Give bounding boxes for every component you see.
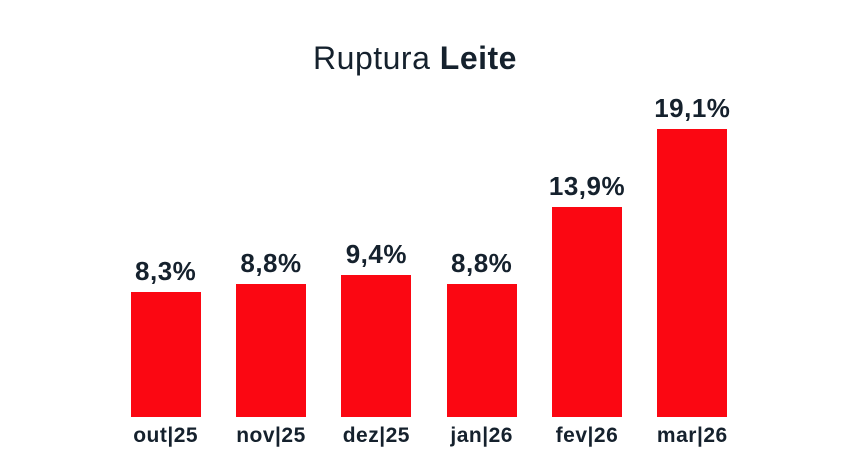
bar-column-fev-26: 13,9% fev|26: [534, 0, 639, 447]
chart-title: Ruptura Leite: [0, 38, 830, 78]
bar-out-25: [130, 292, 201, 417]
bar-value-label: 9,4%: [345, 239, 407, 269]
bar-category-label: mar|26: [656, 424, 728, 447]
bar-category-label: fev|26: [555, 424, 619, 447]
chart-title-regular: Ruptura: [313, 40, 431, 76]
bar-value-label: 19,1%: [654, 93, 731, 123]
bar-mar-26: [657, 129, 728, 417]
bar-column-out-25: 8,3% out|25: [113, 0, 218, 447]
bar-value-label: 8,8%: [451, 248, 513, 278]
bar-chart-plot: 8,3% out|25 8,8% nov|25 9,4% dez|25 8,8%…: [113, 0, 745, 447]
bar-jan-26: [446, 284, 517, 417]
bar-dez-25: [341, 275, 412, 417]
bar-value-label: 8,8%: [240, 248, 302, 278]
bar-value-label: 8,3%: [135, 256, 197, 286]
bar-category-label: nov|25: [236, 424, 306, 447]
chart-title-bold: Leite: [439, 40, 517, 76]
bar-nov-25: [235, 284, 306, 417]
bar-category-label: out|25: [133, 424, 199, 447]
bar-value-label: 13,9%: [548, 171, 626, 201]
bar-category-label: jan|26: [450, 424, 513, 447]
bar-fev-26: [551, 207, 622, 417]
bar-category-label: dez|25: [342, 424, 410, 447]
bar-column-dez-25: 9,4% dez|25: [324, 0, 429, 447]
bar-column-nov-25: 8,8% nov|25: [218, 0, 323, 447]
bar-column-mar-26: 19,1% mar|26: [640, 0, 745, 447]
bar-column-jan-26: 8,8% jan|26: [429, 0, 534, 447]
